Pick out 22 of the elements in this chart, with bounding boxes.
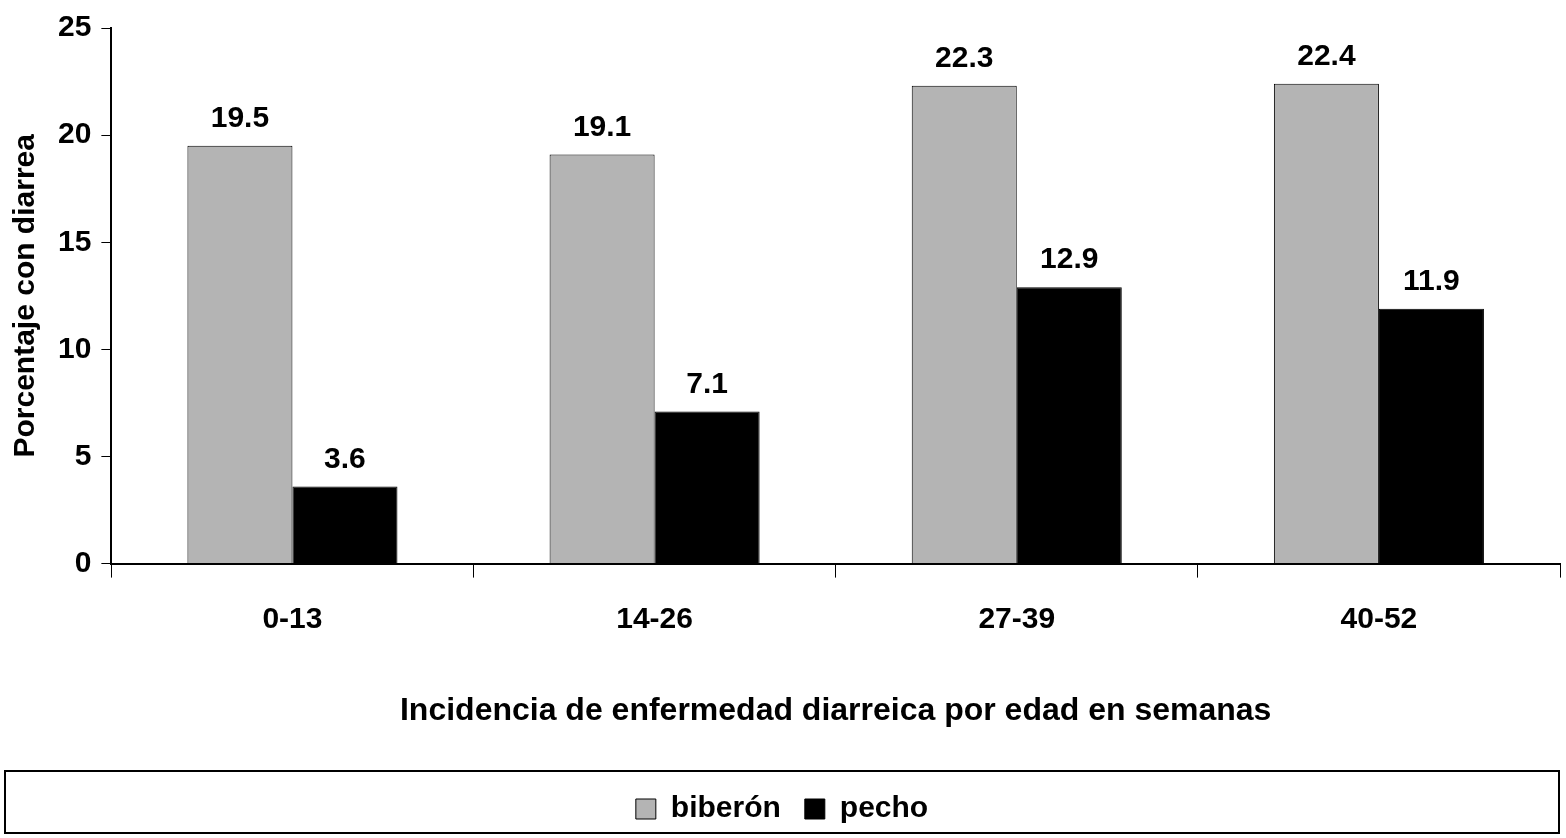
data-label: 19.5 (210, 100, 270, 134)
y-tick-label: 15 (57, 223, 92, 257)
y-axis-title: Porcentaje con diarrea (7, 133, 41, 458)
data-label: 3.6 (324, 440, 366, 474)
x-tick-label: 0-13 (262, 600, 323, 634)
y-tick-label: 10 (57, 330, 92, 364)
data-label: 12.9 (1040, 241, 1099, 275)
y-tick-label: 5 (74, 437, 92, 471)
legend-label: biberón (670, 790, 781, 824)
data-label: 22.4 (1297, 37, 1356, 71)
y-tick-label: 0 (74, 544, 92, 578)
data-label: 19.1 (572, 108, 632, 142)
x-axis-title: Incidencia de enfermedad diarreica por edad en semanas (399, 690, 1272, 727)
data-label: 7.1 (686, 365, 728, 399)
y-tick-label: 25 (57, 9, 92, 43)
x-tick-label: 40-52 (1340, 600, 1418, 634)
x-tick-label: 27-39 (978, 600, 1056, 634)
data-label: 11.9 (1403, 262, 1460, 296)
x-tick-label: 14-26 (616, 600, 693, 634)
data-label: 22.3 (935, 40, 994, 74)
legend-label: pecho (839, 790, 929, 824)
y-tick-label: 20 (57, 116, 92, 150)
